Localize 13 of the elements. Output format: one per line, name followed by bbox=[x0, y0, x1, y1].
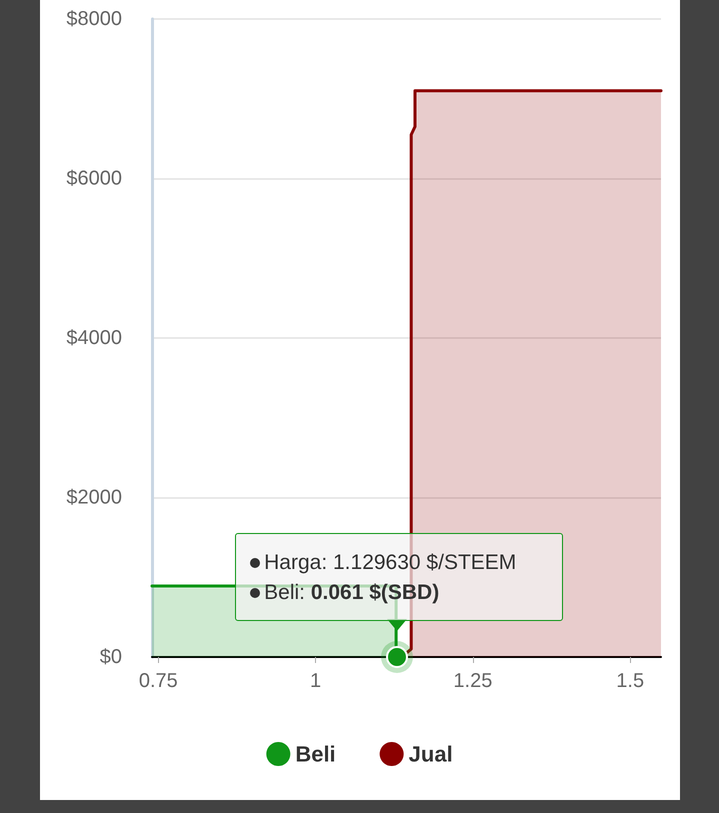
x-tick-label: 1 bbox=[310, 670, 322, 692]
y-tick-label: $0 bbox=[100, 646, 122, 668]
legend-label: Jual bbox=[408, 742, 453, 766]
legend-label: Beli bbox=[295, 742, 336, 766]
x-tick-label: 1.25 bbox=[453, 670, 492, 692]
x-tick-label: 0.75 bbox=[138, 670, 178, 692]
annotation: Harga: 1.129630 $/STEEM bbox=[263, 550, 518, 576]
y-tick-label: $4000 bbox=[66, 327, 122, 349]
annotation: Beli: 0.061 $(SBD) bbox=[263, 580, 440, 606]
y-tick-label: $6000 bbox=[66, 168, 122, 190]
x-tick-label: 1.5 bbox=[616, 670, 644, 692]
y-tick-label: $2000 bbox=[66, 486, 122, 508]
y-tick-label: $8000 bbox=[66, 8, 122, 30]
